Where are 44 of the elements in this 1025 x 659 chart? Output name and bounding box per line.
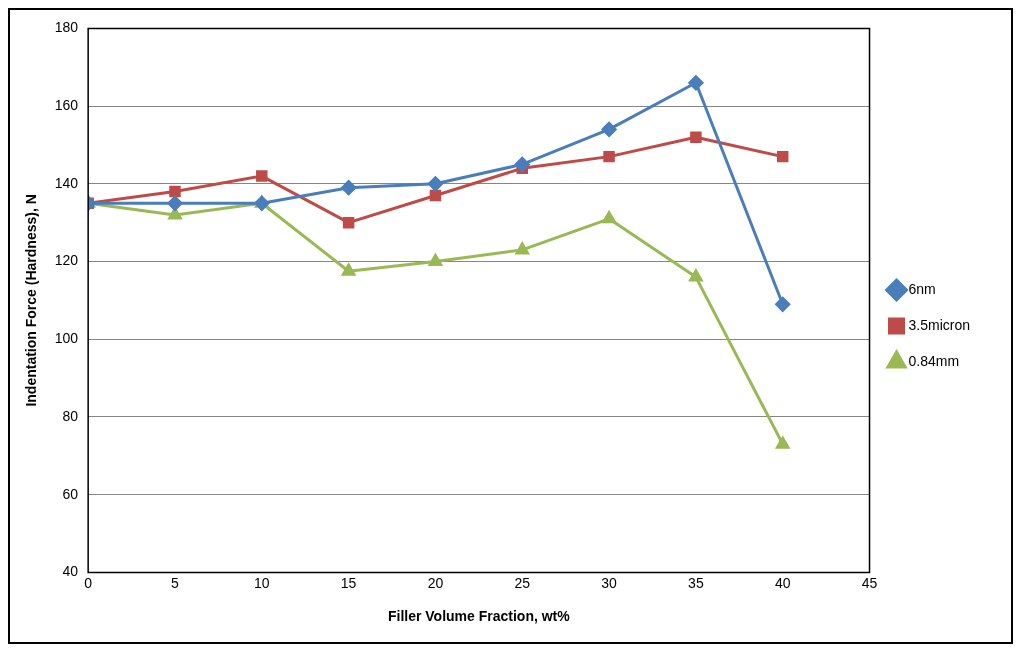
y-tick-label: 100: [54, 330, 79, 347]
point: [429, 189, 442, 202]
point: [601, 121, 617, 137]
y-tick-label: 180: [54, 19, 79, 36]
x-tick-label: 40: [774, 574, 791, 591]
x-tick-label: 10: [254, 574, 270, 591]
x-tick-label: 5: [171, 574, 180, 591]
point: [169, 185, 181, 198]
point: [776, 150, 789, 163]
point: [341, 180, 357, 196]
point: [167, 195, 183, 211]
point: [776, 436, 790, 449]
x-tick-label: 0: [84, 574, 93, 591]
point: [342, 216, 355, 229]
point: [688, 75, 704, 91]
point: [427, 176, 443, 192]
point: [603, 150, 615, 163]
legend-label: 3.5micron: [908, 316, 970, 333]
point: [690, 131, 702, 143]
x-tick-label: 30: [601, 574, 618, 591]
legend-label: 6nm: [908, 280, 936, 297]
x-tick-label: 25: [514, 574, 531, 591]
y-tick-label: 160: [54, 96, 79, 113]
point: [775, 296, 791, 312]
point: [689, 269, 703, 282]
y-tick-label: 140: [54, 174, 79, 191]
y-tick-label: 120: [54, 252, 79, 269]
x-axis-title: Filler Volume Fraction, wt%: [387, 608, 571, 625]
point: [428, 254, 443, 267]
point: [515, 242, 529, 255]
x-tick-label: 15: [340, 574, 357, 591]
point: [341, 263, 356, 276]
point: [168, 207, 182, 220]
legend-label: 0.84mm: [908, 352, 960, 369]
x-tick-label: 20: [427, 574, 444, 591]
x-tick-label: 45: [861, 574, 878, 591]
y-tick-label: 60: [62, 485, 79, 502]
point: [514, 156, 530, 172]
point: [602, 211, 616, 224]
y-axis-title: Indentation Force (Hardness), N: [23, 194, 40, 407]
x-tick-label: 35: [688, 574, 704, 591]
y-tick-label: 40: [62, 563, 79, 580]
y-tick-label: 80: [62, 407, 79, 424]
point: [256, 170, 268, 182]
